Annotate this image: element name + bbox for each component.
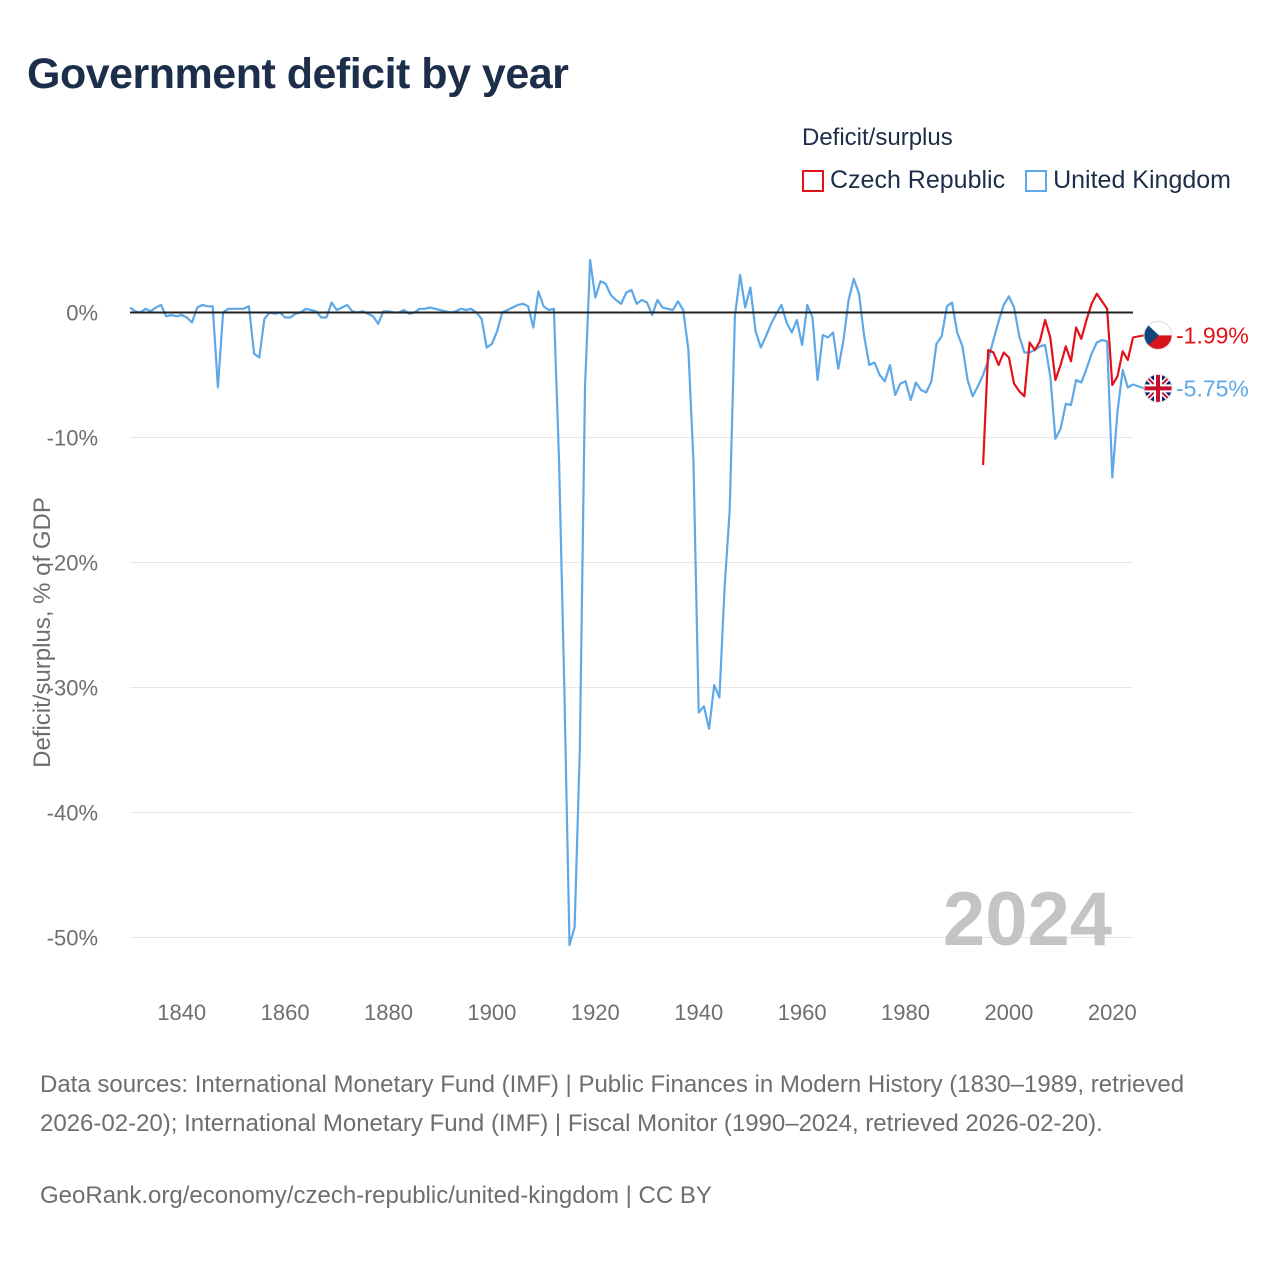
legend-item-united-kingdom[interactable]: United Kingdom [1025, 166, 1231, 195]
legend-swatch-czech-republic [802, 169, 824, 192]
czech-end-connector [1132, 334, 1145, 339]
uk-end-connector [1132, 383, 1145, 390]
x-tick-label: 1840 [157, 1000, 206, 1025]
x-tick-label: 1940 [674, 1000, 723, 1025]
y-tick-label: -40% [47, 801, 98, 826]
source-credit-link[interactable]: GeoRank.org/economy/czech-republic/unite… [40, 1182, 712, 1209]
chart-title: Government deficit by year [27, 50, 569, 98]
y-tick-label: 0% [66, 301, 98, 326]
line-chart: 0% -10% -20% -30% -40% -50% 1840 1860 1880 1900 19… [29, 258, 1249, 1025]
legend-item-czech-republic[interactable]: Czech Republic [802, 166, 1005, 195]
x-tick-label: 1980 [881, 1000, 930, 1025]
y-tick-label: -10% [47, 426, 98, 451]
x-tick-label: 1960 [778, 1000, 827, 1025]
x-tick-label: 2000 [984, 1000, 1033, 1025]
y-tick-label: -20% [47, 551, 98, 576]
x-tick-label: 1900 [467, 1000, 516, 1025]
x-tick-label: 1860 [261, 1000, 310, 1025]
x-tick-label: 1920 [571, 1000, 620, 1025]
x-tick-label: 2020 [1088, 1000, 1137, 1025]
legend-label-united-kingdom: United Kingdom [1053, 166, 1231, 194]
legend-swatch-united-kingdom [1025, 169, 1048, 192]
uk-end-value-label: -5.75% [1176, 375, 1249, 401]
czech-end-value-label: -1.99% [1176, 322, 1249, 348]
y-axis-label: Deficit/surplus, % of GDP [29, 497, 56, 768]
y-tick-label: -50% [47, 926, 98, 951]
uk-flag-icon [1143, 373, 1173, 403]
x-tick-label: 1880 [364, 1000, 413, 1025]
czech-flag-icon [1143, 320, 1173, 350]
y-tick-label: -30% [47, 676, 98, 701]
legend-title: Deficit/surplus [802, 124, 953, 151]
data-sources-note: Data sources: International Monetary Fun… [40, 1071, 1185, 1137]
year-watermark: 2024 [943, 877, 1112, 962]
series-line-czech-republic [982, 292, 1135, 466]
series-line-united-kingdom [129, 258, 1134, 947]
legend-label-czech-republic: Czech Republic [830, 166, 1006, 194]
legend: Czech Republic United Kingdom [802, 166, 1251, 195]
